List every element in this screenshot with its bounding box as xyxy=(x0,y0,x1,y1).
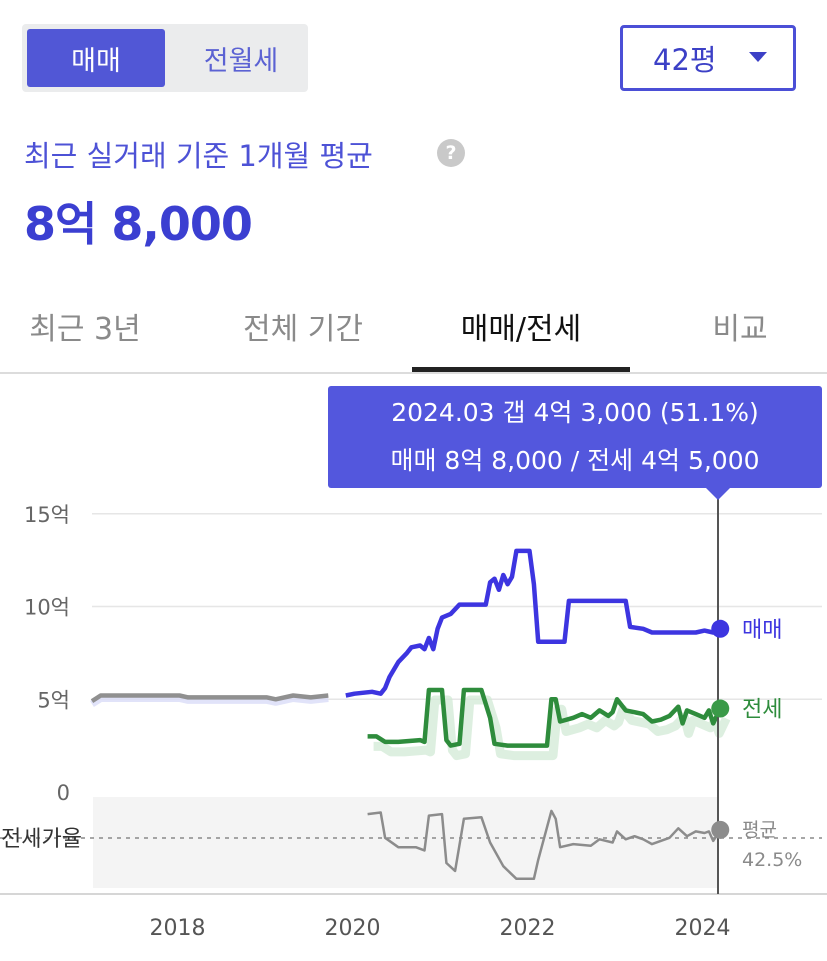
toggle-sale[interactable]: 매매 xyxy=(27,29,165,87)
ratio-end-value: 42.5% xyxy=(742,849,802,871)
trade-type-toggle: 매매 전월세 xyxy=(22,24,308,92)
tab-recent-3y[interactable]: 최근 3년 xyxy=(29,312,141,347)
average-price: 8억 8,000 xyxy=(24,197,253,251)
tooltip-line2: 매매 8억 8,000 / 전세 4억 5,000 xyxy=(390,446,759,475)
size-dropdown[interactable]: 42평 xyxy=(620,25,796,91)
price-basis-label: 최근 실거래 기준 1개월 평균 xyxy=(24,139,373,173)
size-dropdown-value: 42평 xyxy=(653,43,717,77)
tab-compare[interactable]: 비교 xyxy=(712,312,768,347)
ratio-panel xyxy=(93,797,718,888)
active-tab-indicator xyxy=(412,367,630,372)
jeonse-series-line xyxy=(367,687,723,748)
ratio-end-label: 평균 xyxy=(742,819,777,841)
ratio-endpoint xyxy=(711,820,730,839)
jeonse-end-label: 전세 xyxy=(742,698,782,723)
y-tick-label: 10억 xyxy=(24,596,70,620)
caret-down-icon xyxy=(749,52,767,62)
ratio-panel-label: 전세가율 xyxy=(1,827,82,852)
sale-endpoint xyxy=(711,619,730,638)
toggle-rent[interactable]: 전월세 xyxy=(203,45,279,77)
ratio-series-line xyxy=(367,809,722,881)
sale-history-line xyxy=(90,693,329,703)
sale-history-band xyxy=(90,695,329,708)
tab-all-period[interactable]: 전체 기간 xyxy=(243,312,363,347)
sale-series-line xyxy=(345,548,722,698)
jeonse-range-band xyxy=(373,695,731,761)
tooltip-pointer xyxy=(706,488,730,500)
x-tick-label: 2022 xyxy=(500,916,556,941)
tooltip-box xyxy=(328,386,822,488)
y-tick-label: 0 xyxy=(57,781,70,805)
x-tick-label: 2024 xyxy=(675,916,731,941)
help-icon[interactable]: ? xyxy=(437,139,465,167)
sale-end-label: 매매 xyxy=(742,618,782,643)
y-tick-label: 5억 xyxy=(37,688,70,712)
period-tabs: 최근 3년 전체 기간 매매/전세 비교 xyxy=(0,280,827,374)
tab-sale-jeonse[interactable]: 매매/전세 xyxy=(460,312,582,347)
tooltip-line1: 2024.03 갭 4억 3,000 (51.1%) xyxy=(391,398,759,427)
x-tick-label: 2018 xyxy=(150,916,206,941)
jeonse-endpoint xyxy=(711,699,730,718)
x-tick-label: 2020 xyxy=(325,916,381,941)
y-tick-label: 15억 xyxy=(24,503,70,527)
